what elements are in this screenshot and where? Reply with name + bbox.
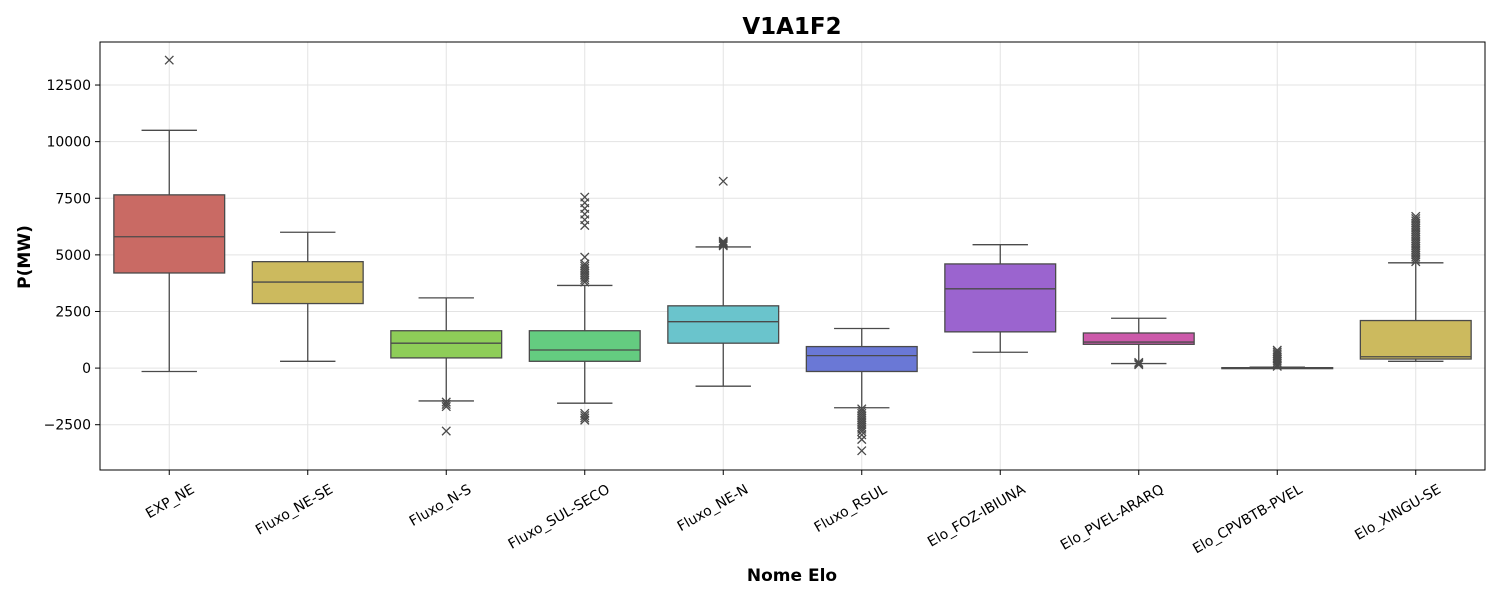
outlier-marker [580,261,590,271]
outlier-marker [580,263,590,274]
y-tick-label: 5000 [55,248,91,264]
outlier-marker [1411,216,1421,226]
y-tick-label: 7500 [55,191,91,207]
outlier-marker [580,192,590,202]
y-tick-label: 2500 [55,304,91,320]
outlier-marker [1134,358,1144,369]
y-axis-title: P(MW) [15,225,35,289]
outlier-marker [1134,360,1144,370]
outlier-marker [1411,257,1421,267]
outlier-marker [580,277,590,287]
iqr-box [390,330,503,359]
box-group-fluxo-sul-seco [528,192,641,425]
outlier-marker [857,413,867,423]
outlier-marker [857,434,867,445]
outlier-marker [1411,238,1421,249]
outlier-marker [718,238,728,249]
outlier-marker [580,252,590,262]
iqr-box [528,330,641,362]
outlier-marker [1272,347,1282,357]
iqr-box [944,263,1057,333]
outlier-marker [580,408,590,419]
box-group-elo-pvel-ararq [1082,317,1195,370]
outlier-marker [1411,223,1421,233]
box-group-elo-foz-ibiuna [944,244,1057,353]
outlier-marker [1411,218,1421,228]
outlier-marker [1411,236,1421,246]
outlier-marker [1134,357,1144,368]
outlier-marker [857,430,867,440]
box-group-fluxo-n-s [390,297,503,436]
outlier-marker [441,397,451,407]
outlier-marker [580,410,590,421]
outlier-marker [580,270,590,280]
box-group-elo-xingu-se [1359,211,1472,362]
outlier-marker [1411,250,1421,260]
box-group-fluxo-ne-n [667,176,780,387]
outlier-marker [1411,211,1421,222]
outlier-marker [580,275,590,285]
x-axis-title: Nome Elo [747,566,837,586]
iqr-box [1082,332,1195,345]
outlier-marker [1411,245,1421,255]
outlier-marker [1411,241,1421,251]
outlier-marker [857,417,867,428]
outlier-marker [580,259,590,269]
outlier-marker [1411,234,1421,244]
y-tick-label: −2500 [44,418,91,434]
plot-frame [99,41,1486,471]
outlier-marker [1411,220,1421,231]
box-group-fluxo-ne-se [251,231,364,362]
box-group-exp-ne [113,55,226,373]
y-tick-label: 0 [82,361,91,377]
iqr-box [1359,319,1472,360]
outlier-marker [1411,225,1421,235]
y-tick-label: 12500 [46,78,91,94]
outlier-marker [1411,252,1421,262]
outlier-marker [580,268,590,278]
outlier-marker [441,399,451,409]
iqr-box [113,194,226,274]
outlier-marker [1411,227,1421,237]
box-layer [113,55,1472,456]
outlier-marker [580,415,590,425]
outlier-marker [1411,243,1421,253]
chart-title: V1A1F2 [742,14,841,40]
iqr-box [805,345,918,373]
outlier-marker [857,446,867,456]
outlier-marker [1411,213,1421,224]
outlier-marker [1411,229,1421,240]
outlier-marker [857,422,867,432]
outlier-marker [857,420,867,430]
outlier-marker [441,426,451,436]
outlier-marker [1411,232,1421,242]
outlier-marker [164,55,174,65]
box-group-fluxo-rsul [805,327,918,456]
outlier-marker [580,413,590,423]
outlier-marker [857,415,867,425]
iqr-box [667,305,780,344]
outlier-marker [718,241,728,251]
outlier-marker [580,266,590,276]
outlier-marker [1411,247,1421,258]
outlier-marker [1411,254,1421,265]
outlier-marker [441,401,451,412]
outlier-marker [857,406,867,416]
outlier-marker [857,426,867,437]
outlier-marker [718,176,728,186]
outlier-marker [718,237,728,248]
outlier-marker [1272,349,1282,359]
outlier-marker [857,410,867,421]
outlier-marker [857,408,867,419]
outlier-marker [1272,345,1282,355]
outlier-marker [580,272,590,283]
box-group-elo-cpvbtb-pvel [1221,345,1334,371]
outlier-marker [718,236,728,246]
y-tick-label: 10000 [46,135,91,151]
outlier-marker [857,404,867,414]
outlier-marker [718,240,728,250]
